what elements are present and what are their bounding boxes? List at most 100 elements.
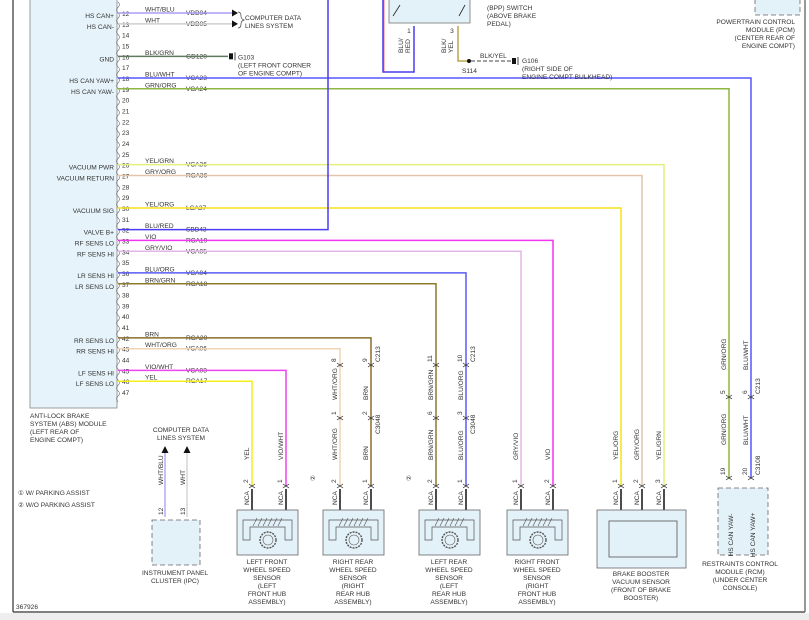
abs-pin-function: RR SENS HI [76, 349, 114, 356]
tone-ring-icon [441, 531, 459, 549]
bpp-switch-label: (ABOVE BRAKE [487, 13, 537, 20]
ipc-wire-label: WHT/BLU [158, 455, 165, 485]
figure-number: 367926 [16, 604, 38, 611]
abs-pin-number: 29 [122, 195, 130, 202]
nca-label: NCA [428, 490, 435, 505]
abs-pin-function: RF SENS LO [75, 240, 114, 247]
component-connector-icon [248, 483, 256, 489]
abs-pin-number: 24 [122, 141, 130, 148]
connector-c213-label: C213 [755, 378, 762, 394]
abs-pin-number: 40 [122, 314, 130, 321]
component-connector-pin: 2 [633, 479, 640, 483]
left-rear-wheel-speed-sensor-label: ASSEMBLY) [430, 599, 467, 606]
connector-c3048-label: C3048 [375, 414, 382, 434]
wire-path [118, 77, 752, 478]
connector-c213-pin: 8 [331, 358, 338, 362]
nca-label: NCA [634, 490, 641, 505]
coil-icon [547, 517, 553, 527]
connector-c213-pin: 5 [720, 390, 727, 394]
brake-booster-vacuum-sensor-inner [608, 520, 678, 558]
connector-c213-icon [336, 362, 344, 368]
abs-pin-function: RF SENS HI [77, 251, 114, 258]
coil-icon [358, 517, 364, 527]
computer-data-lines-label: COMPUTER DATA [245, 15, 302, 22]
wire-run-label: GRN/ORG [721, 413, 728, 445]
left-rear-wheel-speed-sensor-label: (LEFT [440, 583, 458, 590]
wire-run-label: YEL/GRN [656, 431, 663, 460]
right-front-wheel-speed-sensor-label: SENSOR [523, 575, 551, 582]
wire-vca04 [118, 272, 470, 516]
pcm-label: (CENTER REAR OF [735, 35, 795, 42]
abs-pin-number: 28 [122, 184, 130, 191]
abs-pin-number: 43 [122, 347, 130, 354]
wire-gd120 [118, 52, 236, 61]
component-connector-pin: 19 [720, 467, 727, 475]
component-connector-pin: 20 [742, 467, 749, 475]
brake-booster-vacuum-sensor-label: BOOSTER) [624, 595, 658, 602]
coil-icon [348, 517, 354, 527]
left-rear-wheel-speed-sensor-label: REAR HUB [432, 591, 467, 598]
coil-icon [522, 517, 528, 527]
coil-icon [267, 517, 273, 527]
component-connector-icon [549, 483, 557, 489]
wire-run-label: BRN [363, 446, 370, 460]
right-front-wheel-speed-sensor-label: RIGHT FRONT [515, 559, 560, 566]
abs-pin-function: HS CAN- [87, 24, 114, 31]
abs-module-label: ANTI-LOCK BRAKE [30, 413, 90, 420]
nca-label: NCA [656, 490, 663, 505]
computer-data-lines-label: LINES SYSTEM [245, 23, 293, 30]
tone-ring-icon [529, 531, 547, 549]
nca-label: NCA [458, 490, 465, 505]
left-rear-wheel-speed-sensor-label: WHEEL SPEED [425, 567, 473, 574]
connector-c3048-label: C3048 [470, 414, 477, 434]
splice-s114-icon [467, 59, 471, 63]
component-connector-icon [725, 475, 733, 481]
wire-color-label: WHT/ORG [145, 342, 177, 349]
wire-path [118, 239, 554, 486]
connector-c213-icon [462, 362, 470, 368]
coil-icon [512, 519, 563, 541]
ipc-computer-data-lines-label: LINES SYSTEM [157, 435, 205, 442]
wire-vdb04 [118, 9, 238, 17]
bpp-switch-label: (BPP) SWITCH [487, 5, 533, 12]
wire-color-label: BRN [145, 331, 159, 338]
abs-pin-function: HS CAN+ [85, 13, 114, 20]
right-front-wheel-speed-sensor-label: FRONT HUB [518, 591, 557, 598]
abs-pin-number: 34 [122, 249, 130, 256]
ground-icon [512, 58, 516, 64]
right-rear-wheel-speed-sensor-label: (RIGHT [342, 583, 365, 590]
ground-icon [229, 53, 233, 60]
abs-pin-number: 44 [122, 358, 130, 365]
abs-pin-number: 23 [122, 130, 130, 137]
brake-pedal-position-switch-box [388, 0, 471, 24]
wire-run-label: GRN/ORG [721, 338, 728, 370]
abs-pin-number: 30 [122, 206, 130, 213]
abs-pin-number: 26 [122, 163, 130, 170]
nca-label: NCA [545, 490, 552, 505]
wire-color-label: GRN/ORG [145, 82, 177, 89]
component-connector-icon [367, 483, 375, 489]
coil-icon [262, 517, 268, 527]
coil-icon [542, 517, 548, 527]
right-rear-wheel-speed-sensor-label: RIGHT REAR [333, 559, 374, 566]
connector-c3048-icon [462, 415, 470, 421]
instrument-panel-cluster-box [151, 519, 201, 566]
ipc-pin-number: 12 [158, 507, 165, 515]
wire-color-label: WHT/BLU [145, 7, 175, 14]
wire-path [118, 380, 253, 486]
coil-icon [242, 519, 293, 541]
right-front-wheel-speed-sensor-label: ASSEMBLY) [518, 599, 555, 606]
abs-pin-function: HS CAN YAW- [71, 89, 114, 96]
switch-contact-icon [458, 4, 466, 17]
connector-c213-pin: 9 [362, 358, 369, 362]
coil-icon [252, 517, 258, 527]
abs-pin-number: 38 [122, 293, 130, 300]
connector-c213-icon [747, 394, 755, 400]
instrument-panel-cluster-label: INSTRUMENT PANEL [142, 570, 208, 577]
wire-color-label: BLU/WHT [145, 71, 175, 78]
ipc-computer-data-lines-label: COMPUTER DATA [153, 427, 210, 434]
restraints-control-module-label: RESTRAINTS CONTROL [702, 561, 778, 568]
abs-module-box [29, 0, 118, 409]
legend-item: ② W/O PARKING ASSIST [18, 501, 95, 509]
left-rear-wheel-speed-sensor-label: LEFT REAR [431, 559, 467, 566]
